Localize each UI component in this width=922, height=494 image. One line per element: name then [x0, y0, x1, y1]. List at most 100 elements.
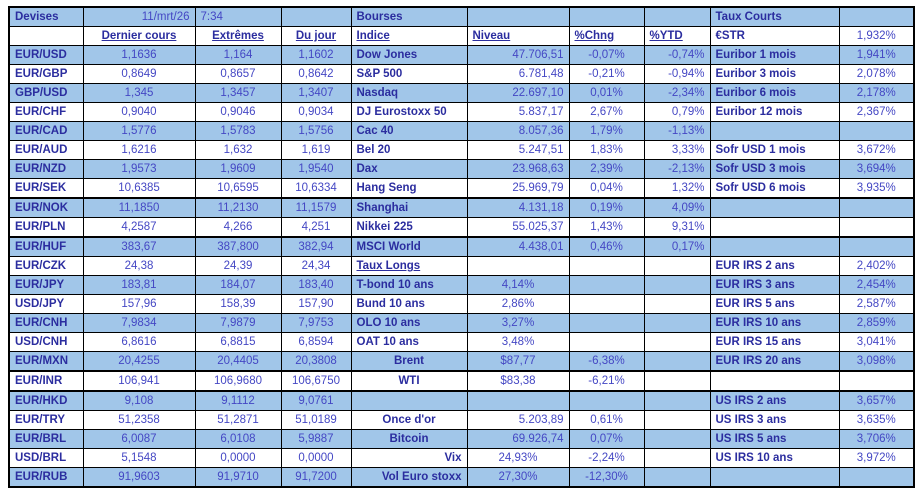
index-name: Bund 10 ans: [350, 294, 468, 314]
index-pct-ytd: [643, 294, 711, 314]
index-name: Dow Jones: [350, 45, 468, 65]
rate-value: [838, 370, 915, 392]
rate-name: US IRS 2 ans: [709, 390, 840, 411]
fx-extremes: 0,8657: [194, 64, 282, 84]
fx-extremes: 6,0108: [194, 429, 282, 449]
fx-pair: USD/CNH: [8, 332, 84, 352]
index-pct-ytd: -1,13%: [643, 121, 711, 141]
index-name: [350, 390, 468, 411]
index-level: 69.926,74: [466, 429, 570, 449]
fx-du-jour: 20,3808: [280, 351, 352, 372]
index-name: Taux Longs: [350, 256, 468, 276]
fx-du-jour: 106,6750: [280, 370, 352, 392]
estr-value: 1,932%: [838, 26, 915, 46]
index-pct-ytd: -0,74%: [643, 45, 711, 65]
fx-last: 0,9040: [82, 102, 196, 122]
spacer-cell: [280, 6, 352, 27]
fx-last: 11,1850: [82, 197, 196, 218]
fx-du-jour: 5,9887: [280, 429, 352, 449]
col-header-du-jour: Du jour: [280, 26, 352, 46]
fx-pair: EUR/CHF: [8, 102, 84, 122]
fx-last: 10,6385: [82, 178, 196, 199]
fx-last: 1,5776: [82, 121, 196, 141]
rate-value: 3,672%: [838, 140, 915, 160]
rate-value: 2,859%: [838, 313, 915, 333]
fx-pair: EUR/AUD: [8, 140, 84, 160]
index-name: Vol Euro stoxx: [350, 467, 468, 488]
index-level: 23.968,63: [466, 159, 570, 179]
fx-last: 157,96: [82, 294, 196, 314]
index-pct-chng: 2,67%: [568, 102, 645, 122]
fx-extremes: 4,266: [194, 217, 282, 238]
fx-du-jour: 0,9034: [280, 102, 352, 122]
fx-extremes: 10,6595: [194, 178, 282, 199]
rate-value: 2,402%: [838, 256, 915, 276]
fx-last: 1,9573: [82, 159, 196, 179]
fx-du-jour: 1,9540: [280, 159, 352, 179]
fx-extremes: 91,9710: [194, 467, 282, 488]
rate-name: Sofr USD 6 mois: [709, 178, 840, 199]
rate-name: [709, 370, 840, 392]
fx-pair: EUR/INR: [8, 370, 84, 392]
fx-extremes: 7,9879: [194, 313, 282, 333]
bourses-title: Bourses: [350, 6, 468, 27]
index-level: $83,38: [466, 370, 570, 392]
rate-name: Euribor 1 mois: [709, 45, 840, 65]
index-level: 47.706,51: [466, 45, 570, 65]
fx-last: 183,81: [82, 275, 196, 295]
fx-last: 91,9603: [82, 467, 196, 488]
rate-value: 2,178%: [838, 83, 915, 103]
taux-courts-title: Taux Courts: [709, 6, 840, 27]
fx-pair: EUR/RUB: [8, 467, 84, 488]
rate-name: EUR IRS 10 ans: [709, 313, 840, 333]
index-pct-ytd: [643, 448, 711, 468]
fx-extremes: 11,2130: [194, 197, 282, 218]
fx-extremes: 1,632: [194, 140, 282, 160]
fx-du-jour: 183,40: [280, 275, 352, 295]
fx-pair: USD/JPY: [8, 294, 84, 314]
col-header-extremes: Extrêmes: [194, 26, 282, 46]
index-pct-chng: -6,38%: [568, 351, 645, 372]
index-pct-chng: -12,30%: [568, 467, 645, 488]
index-pct-chng: [568, 256, 645, 276]
fx-pair: EUR/HKD: [8, 390, 84, 411]
index-name: Nasdaq: [350, 83, 468, 103]
index-pct-ytd: 4,09%: [643, 197, 711, 218]
fx-pair: EUR/TRY: [8, 410, 84, 430]
col-header-indice: Indice: [350, 26, 468, 46]
rate-name: Euribor 3 mois: [709, 64, 840, 84]
rate-name: US IRS 10 ans: [709, 448, 840, 468]
fx-last: 7,9834: [82, 313, 196, 333]
rate-name: Euribor 12 mois: [709, 102, 840, 122]
spacer-cell: [643, 6, 711, 27]
fx-last: 1,345: [82, 83, 196, 103]
index-pct-ytd: 3,33%: [643, 140, 711, 160]
rate-name: US IRS 5 ans: [709, 429, 840, 449]
rate-name: Sofr USD 1 mois: [709, 140, 840, 160]
fx-pair: EUR/NZD: [8, 159, 84, 179]
index-name: OAT 10 ans: [350, 332, 468, 352]
index-name: MSCI World: [350, 236, 468, 257]
index-name: Once d'or: [350, 410, 468, 430]
fx-last: 24,38: [82, 256, 196, 276]
index-pct-chng: -0,21%: [568, 64, 645, 84]
fx-last: 1,6216: [82, 140, 196, 160]
index-pct-ytd: 9,31%: [643, 217, 711, 238]
index-pct-chng: -2,24%: [568, 448, 645, 468]
rate-value: [838, 236, 915, 257]
index-level: 55.025,37: [466, 217, 570, 238]
fx-pair: EUR/CNH: [8, 313, 84, 333]
index-level: 5.837,17: [466, 102, 570, 122]
index-name: WTI: [350, 370, 468, 392]
rate-value: 3,935%: [838, 178, 915, 199]
col-header-niveau: Niveau: [466, 26, 570, 46]
index-pct-ytd: -2,13%: [643, 159, 711, 179]
index-pct-ytd: [643, 370, 711, 392]
index-pct-chng: -6,21%: [568, 370, 645, 392]
fx-du-jour: 11,1579: [280, 197, 352, 218]
rate-value: 3,972%: [838, 448, 915, 468]
index-name: Cac 40: [350, 121, 468, 141]
col-header-pct-ytd: %YTD: [643, 26, 711, 46]
fx-extremes: 9,1112: [194, 390, 282, 411]
fx-last: 0,8649: [82, 64, 196, 84]
